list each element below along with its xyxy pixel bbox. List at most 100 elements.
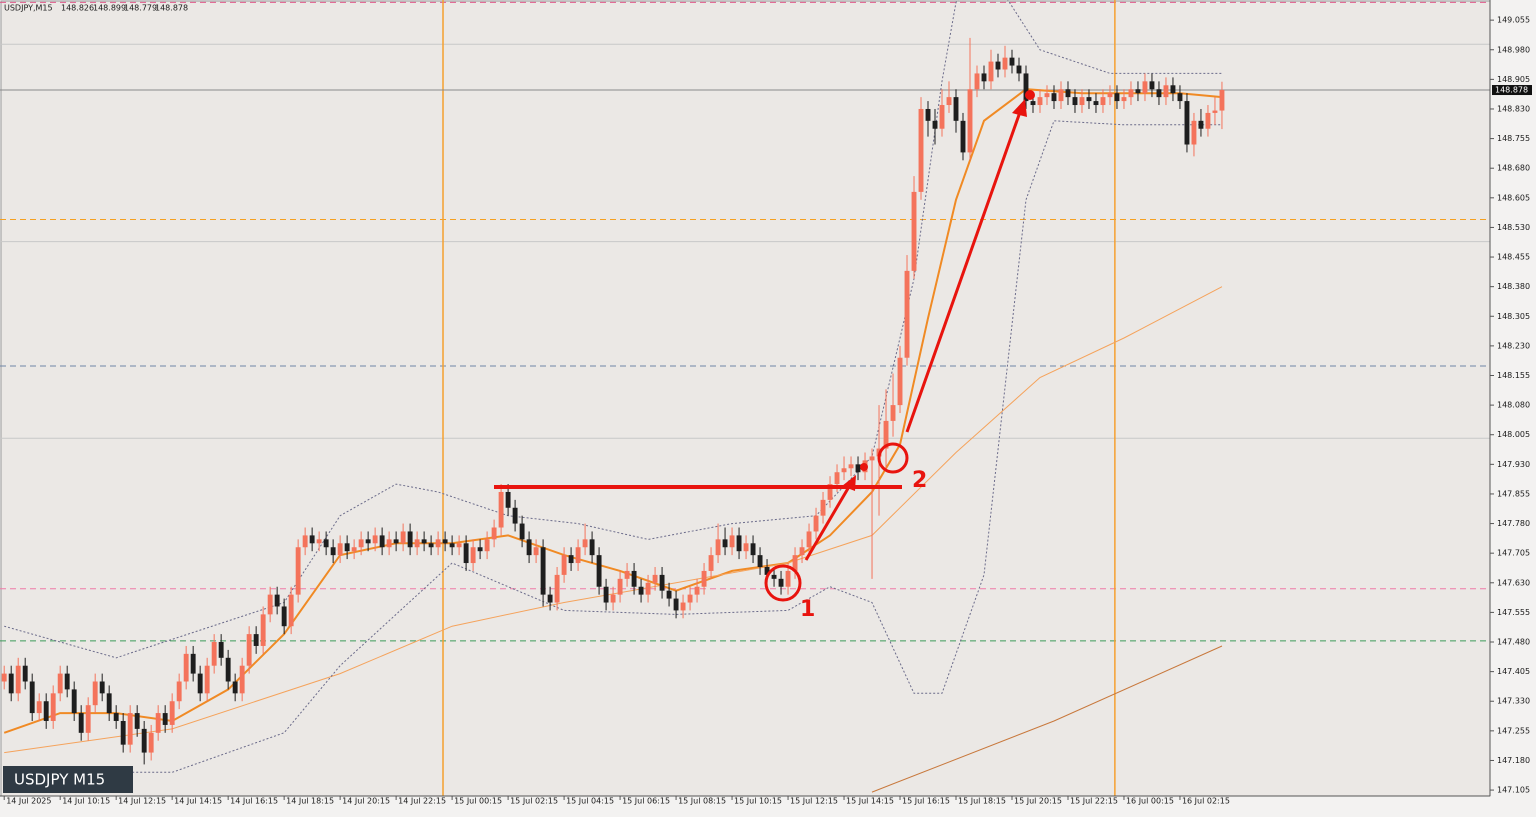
y-tick-label: 148.830: [1497, 104, 1530, 113]
candle-body: [820, 499, 826, 516]
candle-body: [652, 574, 658, 583]
candle-body: [225, 657, 231, 682]
candle-body: [1163, 85, 1169, 98]
candle-body: [1009, 57, 1015, 66]
candle-body: [561, 555, 567, 575]
candle-body: [1044, 93, 1050, 98]
candle-body: [764, 566, 770, 575]
candle-body: [1065, 89, 1071, 98]
x-tick-label: 14 Jul 18:15: [286, 797, 334, 806]
candle-body: [1016, 65, 1022, 74]
candle-body: [771, 574, 777, 579]
candle-body: [106, 693, 112, 714]
candle-body: [1177, 93, 1183, 102]
candle-body: [953, 97, 959, 121]
x-tick-label: 15 Jul 06:15: [622, 797, 670, 806]
symbol-badge-text: USDJPY M15: [14, 771, 105, 789]
x-tick-label: 14 Jul 2025: [6, 797, 51, 806]
candle-body: [477, 547, 483, 552]
candle-body: [610, 594, 616, 603]
candle-body: [1030, 101, 1036, 106]
candle-body: [232, 681, 238, 694]
candle-body: [659, 574, 665, 591]
candle-body: [1079, 97, 1085, 106]
candle-body: [1149, 81, 1155, 90]
y-tick-label: 147.255: [1497, 726, 1530, 735]
y-tick-label: 147.330: [1497, 697, 1530, 706]
candle-body: [799, 547, 805, 556]
arrow: [804, 484, 852, 561]
candle-body: [883, 420, 889, 449]
candle-body: [526, 539, 532, 556]
ohlc-high: 148.899: [93, 4, 126, 13]
candle-body: [967, 89, 973, 153]
indicator-line: [871, 645, 1223, 793]
y-tick-label: 148.005: [1497, 430, 1530, 439]
candle-body: [1198, 120, 1204, 129]
candle-body: [435, 539, 441, 548]
candle-body: [92, 681, 98, 706]
annotation: 1: [800, 597, 815, 622]
candle-body: [358, 539, 364, 548]
candle-body: [449, 543, 455, 548]
candle-body: [1156, 89, 1162, 98]
y-tick-label: 148.530: [1497, 223, 1530, 232]
candle-body: [981, 73, 987, 82]
candle-body: [442, 539, 448, 544]
candle-body: [904, 270, 910, 358]
candle-body: [400, 531, 406, 544]
candle-body: [512, 507, 518, 524]
candle-body: [960, 120, 966, 153]
candle-body: [113, 713, 119, 721]
y-tick-label: 147.555: [1497, 608, 1530, 617]
annotation: 2: [912, 468, 927, 493]
candle-body: [491, 527, 497, 540]
candle-body: [1002, 57, 1008, 70]
x-tick-label: 14 Jul 14:15: [174, 797, 222, 806]
candle-body: [645, 582, 651, 595]
candle-body: [582, 539, 588, 548]
candle-body: [43, 701, 49, 721]
candle-body: [946, 97, 952, 106]
candle-body: [1191, 120, 1197, 145]
candle-body: [463, 543, 469, 564]
ohlc-open: 148.826: [61, 4, 94, 13]
candle-body: [1142, 81, 1148, 94]
x-tick-label: 15 Jul 14:15: [846, 797, 894, 806]
y-tick-label: 147.855: [1497, 489, 1530, 498]
candle-body: [15, 665, 21, 694]
candle-body: [848, 464, 854, 469]
y-tick-label: 147.405: [1497, 667, 1530, 676]
candle-body: [197, 673, 203, 694]
y-tick-label: 148.230: [1497, 341, 1530, 350]
candle-body: [897, 357, 903, 406]
candle-body: [1107, 93, 1113, 98]
y-tick-label: 148.305: [1497, 312, 1530, 321]
candle-body: [365, 539, 371, 544]
candle-body: [162, 713, 168, 725]
candle-body: [680, 602, 686, 611]
y-tick-label: 148.380: [1497, 282, 1530, 291]
candle-body: [694, 586, 700, 595]
x-tick-label: 15 Jul 12:15: [790, 797, 838, 806]
candle-body: [988, 61, 994, 82]
dot: [860, 463, 868, 471]
candle-body: [1072, 97, 1078, 106]
arrow-head: [1012, 99, 1027, 117]
candle-body: [841, 468, 847, 473]
candle-body: [1037, 97, 1043, 106]
y-tick-label: 148.605: [1497, 193, 1530, 202]
candle-body: [309, 535, 315, 544]
candle-body: [890, 405, 896, 421]
candle-body: [505, 491, 511, 508]
candle-body: [1135, 89, 1141, 94]
candle-body: [1086, 97, 1092, 102]
plot-area: [0, 0, 1491, 797]
candle-body: [666, 590, 672, 599]
candle-body: [596, 555, 602, 587]
candle-body: [414, 539, 420, 548]
candle-body: [498, 491, 504, 528]
y-tick-label: 147.930: [1497, 460, 1530, 469]
candle-body: [120, 720, 126, 745]
